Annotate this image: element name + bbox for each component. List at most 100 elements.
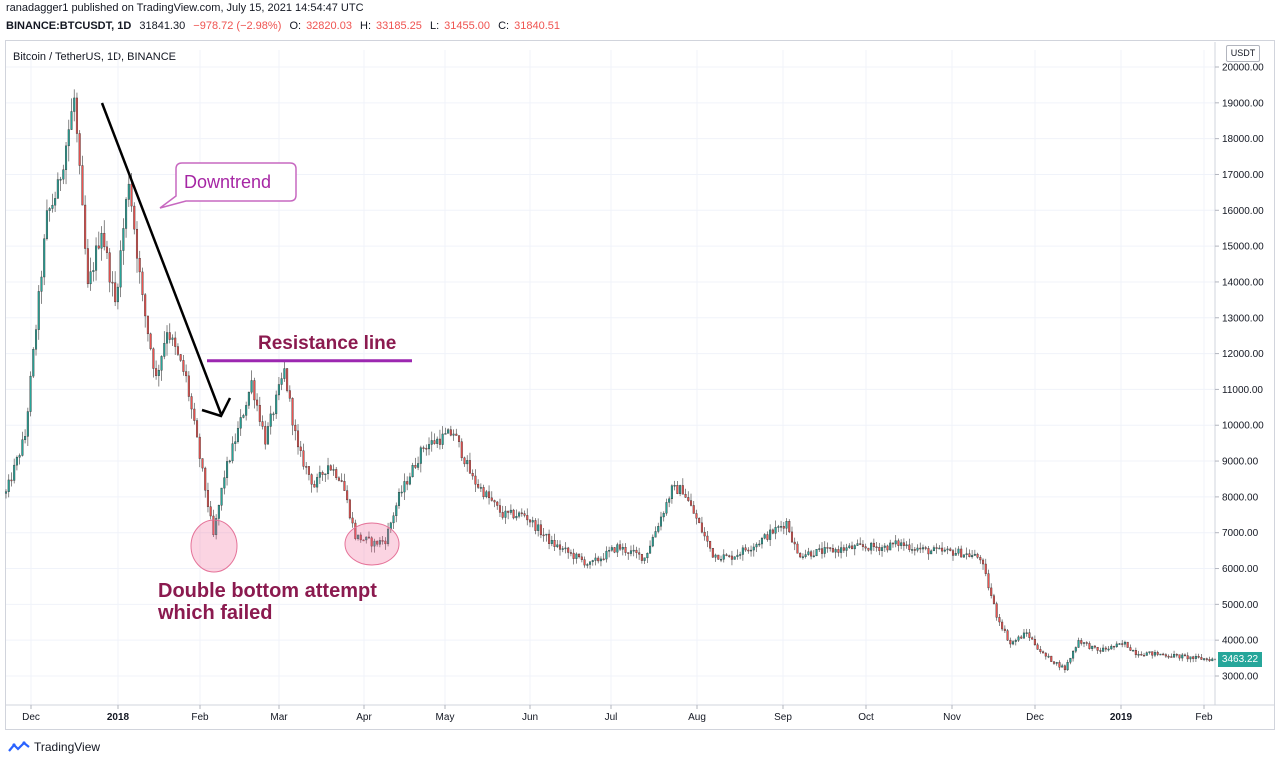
candle-down	[1205, 658, 1208, 660]
candle-up	[804, 554, 807, 557]
candle-down	[204, 467, 207, 491]
candle-up	[40, 276, 43, 292]
candle-down	[294, 424, 297, 432]
candle-up	[823, 547, 826, 554]
candle-up	[15, 457, 18, 466]
candle-up	[1091, 645, 1094, 649]
candle-up	[659, 516, 663, 527]
candle-down	[1151, 651, 1154, 656]
candle-down	[354, 522, 357, 539]
candle-up	[889, 542, 892, 551]
candle-down	[146, 315, 149, 335]
candle-down	[624, 547, 627, 553]
candle-down	[941, 547, 944, 552]
candle-down	[578, 553, 581, 558]
candle-up	[217, 505, 220, 519]
candle-up	[223, 477, 226, 489]
candle-up	[100, 232, 103, 249]
candle-up	[946, 548, 949, 551]
x-tick-label: 2019	[1110, 712, 1133, 723]
currency-button[interactable]: USDT	[1226, 45, 1260, 62]
candle-down	[286, 368, 289, 391]
candle-down	[135, 228, 139, 259]
candle-down	[299, 446, 302, 451]
candle-up	[51, 204, 54, 209]
candle-down	[1006, 630, 1009, 641]
candle-down	[1192, 656, 1195, 659]
candle-up	[436, 438, 439, 444]
candle-down	[493, 500, 496, 503]
candle-down	[302, 450, 305, 467]
candle-up	[275, 394, 278, 415]
candle-up	[67, 129, 70, 147]
candle-up	[32, 349, 35, 377]
candle-up	[591, 560, 594, 562]
candle-up	[242, 415, 245, 418]
candle-up	[780, 526, 783, 528]
x-tick-label: Sep	[774, 712, 792, 723]
candle-down	[201, 458, 204, 469]
candle-down	[337, 477, 340, 481]
y-tick-label: 20000.00	[1222, 63, 1264, 74]
candle-up	[662, 513, 665, 518]
c-label: C:	[498, 20, 510, 32]
candle-up	[801, 556, 804, 558]
candle-up	[24, 436, 27, 440]
candle-down	[1042, 651, 1045, 654]
candle-down	[1143, 654, 1146, 657]
candle-down	[477, 484, 480, 488]
candle-up	[1181, 654, 1184, 659]
candle-up	[65, 145, 68, 170]
candle-down	[935, 547, 938, 549]
candle-up	[441, 433, 444, 445]
candle-up	[643, 557, 646, 561]
candle-up	[755, 544, 758, 548]
candle-down	[10, 479, 13, 482]
candle-down	[553, 540, 556, 547]
candle-up	[157, 370, 160, 376]
candle-up	[894, 540, 897, 545]
h-label: H:	[360, 20, 372, 32]
x-tick-label: Nov	[943, 712, 961, 723]
symbol-label: BINANCE:BTCUSDT, 1D	[6, 20, 132, 32]
y-tick-label: 7000.00	[1222, 528, 1259, 539]
candle-up	[387, 528, 390, 545]
candle-down	[1197, 656, 1200, 658]
candle-up	[739, 554, 742, 556]
candle-up	[575, 553, 578, 559]
candle-down	[990, 587, 993, 596]
chart-title: Bitcoin / TetherUS, 1D, BINANCE	[13, 51, 177, 63]
y-tick-label: 4000.00	[1222, 636, 1259, 647]
candle-down	[979, 557, 982, 561]
candle-down	[878, 547, 881, 551]
candle-up	[1061, 665, 1064, 668]
last-price: 31841.30	[139, 20, 186, 32]
candle-up	[973, 553, 976, 556]
candle-up	[444, 433, 447, 435]
candle-down	[460, 441, 463, 459]
y-tick-label: 16000.00	[1222, 206, 1264, 217]
candle-up	[621, 547, 624, 550]
candle-up	[957, 548, 960, 554]
candle-down	[187, 375, 190, 397]
candle-up	[70, 111, 73, 130]
candle-down	[681, 485, 684, 495]
candle-down	[569, 552, 572, 554]
candle-down	[1178, 654, 1181, 659]
candle-down	[717, 554, 720, 560]
tradingview-logo[interactable]: TradingView	[8, 740, 100, 754]
candle-up	[1123, 641, 1126, 645]
candle-up	[550, 540, 553, 544]
candle-down	[212, 515, 215, 536]
candle-up	[411, 465, 414, 478]
candle-up	[1118, 643, 1121, 645]
candle-down	[613, 547, 616, 553]
candle-up	[1173, 654, 1176, 658]
candle-down	[438, 438, 441, 445]
candle-down	[640, 553, 643, 561]
candle-down	[796, 543, 799, 554]
candle-down	[684, 494, 687, 498]
candle-up	[397, 492, 401, 506]
candle-down	[425, 447, 428, 450]
